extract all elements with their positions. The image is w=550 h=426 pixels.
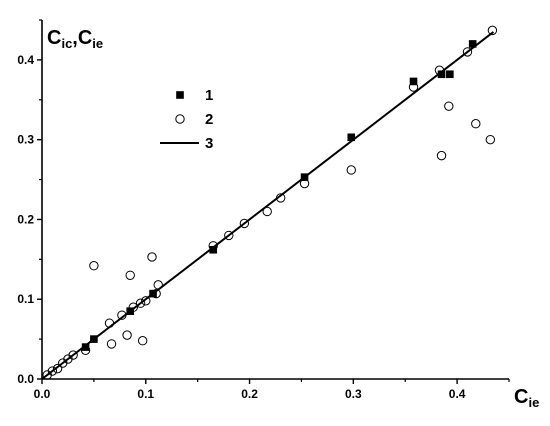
series-2-point <box>52 363 63 374</box>
series-1-point <box>446 70 454 79</box>
x-tick-label: 0.3 <box>345 387 362 401</box>
legend-marker-square <box>176 91 184 99</box>
axes-frame <box>41 20 509 380</box>
x-tick-label: 0.1 <box>137 387 154 401</box>
series-2-point <box>444 101 454 111</box>
series-2-point <box>224 230 234 241</box>
series-1-point <box>437 70 446 79</box>
svg-text:Cic,Cie: Cic,Cie <box>47 27 103 51</box>
series-1-point <box>468 40 477 48</box>
series-2-point <box>137 336 148 346</box>
series-2-point <box>147 252 157 262</box>
series-2-point <box>122 330 132 340</box>
series-1-point <box>90 335 98 343</box>
series-2-point <box>47 366 58 376</box>
y-tick-label: 0.4 <box>17 53 34 67</box>
y-tick-label: 0.2 <box>17 212 34 226</box>
series-2-point <box>487 25 498 36</box>
legend-label: 2 <box>205 111 213 128</box>
series-1-point <box>126 307 135 315</box>
legend-marker-circle <box>175 114 185 124</box>
series-2-point <box>275 193 286 203</box>
series-2-point <box>68 350 78 360</box>
legend-label: 3 <box>205 135 213 152</box>
svg-text:Cie: Cie <box>514 386 539 410</box>
series-2-point <box>135 298 146 308</box>
legend-label: 1 <box>205 87 213 104</box>
legend: 1 2 3 <box>160 87 213 152</box>
series-2-point <box>239 218 250 229</box>
series-2-point <box>106 339 117 349</box>
x-tick-label: 0.0 <box>34 387 51 401</box>
series-1-point <box>300 173 309 181</box>
series-1-point <box>409 77 418 86</box>
series-1-point <box>209 245 218 254</box>
series-2-point <box>117 310 127 320</box>
series-2-point <box>436 150 447 161</box>
series-2-point <box>346 165 356 175</box>
series-2-point <box>89 261 99 271</box>
x-axis-title: Cie <box>514 386 539 410</box>
y-tick-label: 0.3 <box>17 133 34 147</box>
y-tick-label: 0.0 <box>17 372 34 386</box>
marker-series <box>42 25 498 380</box>
series-3-line <box>41 31 495 380</box>
axis-ticks: 0.0 0.1 0.2 0.3 0.4 0.0 0.1 0.2 0.3 0.4 <box>17 19 510 401</box>
series-2-point <box>104 318 115 328</box>
series-2-point <box>262 206 272 217</box>
series-2-point <box>485 134 496 145</box>
fit-line-series <box>41 31 495 380</box>
series-2-point <box>462 47 473 57</box>
y-tick-label: 0.1 <box>17 292 34 306</box>
series-2-point <box>471 119 481 129</box>
series-1-point <box>149 289 157 298</box>
series-1-point <box>81 343 90 351</box>
x-tick-label: 0.2 <box>241 387 258 401</box>
y-axis-title: Cic,Cie <box>47 27 103 51</box>
series-2-point <box>141 296 151 306</box>
series-1-point <box>347 133 356 142</box>
series-2-point <box>125 270 135 280</box>
x-tick-label: 0.4 <box>449 387 466 401</box>
series-2-point <box>153 280 163 290</box>
